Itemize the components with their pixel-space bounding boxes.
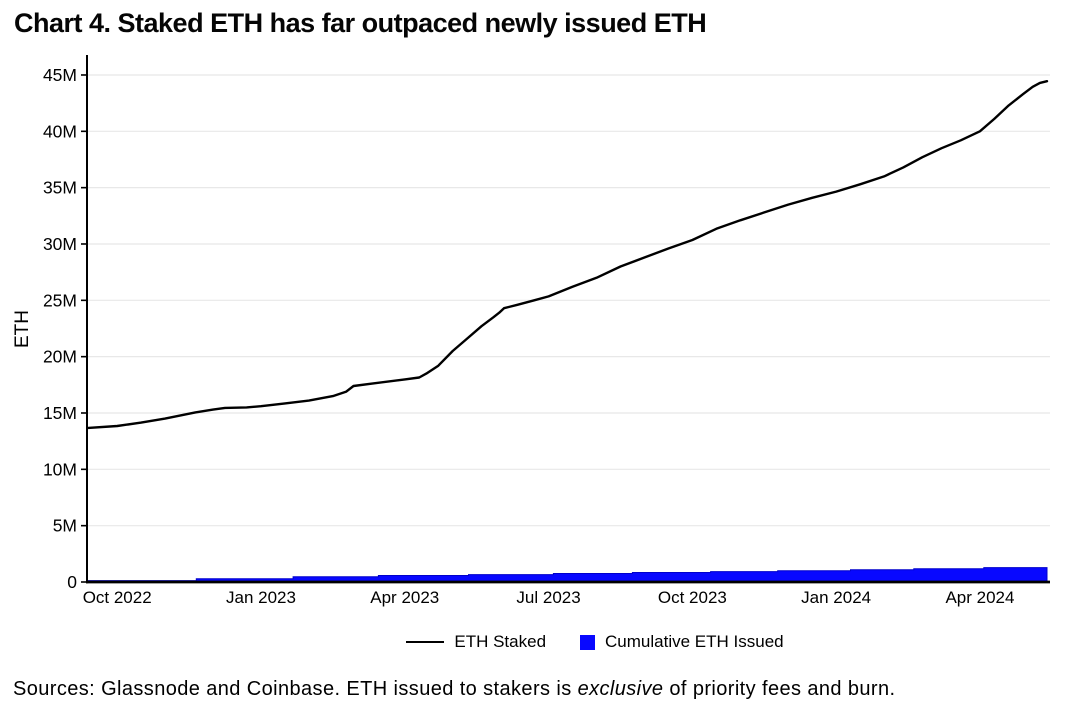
chart-legend: ETH Staked Cumulative ETH Issued <box>62 632 1066 652</box>
sources-text-italic: exclusive <box>577 678 664 700</box>
x-tick-label: Jan 2024 <box>801 588 871 607</box>
legend-item-cumulative-eth-issued: Cumulative ETH Issued <box>580 632 784 652</box>
y-tick-label: 35M <box>43 178 77 198</box>
legend-label-cumulative-eth-issued: Cumulative ETH Issued <box>605 632 784 651</box>
x-tick-label: Apr 2024 <box>945 588 1014 607</box>
eth-staked-line-swatch <box>406 641 445 643</box>
sources-note: Sources: Glassnode and Coinbase. ETH iss… <box>13 678 1059 701</box>
x-tick-label: Jan 2023 <box>226 588 296 607</box>
y-tick-label: 40M <box>43 121 77 141</box>
legend-label-eth-staked: ETH Staked <box>454 632 547 651</box>
legend-item-eth-staked: ETH Staked <box>406 632 546 652</box>
staked-eth-chart: 0 5M 10M 15M 20M 25M 30M 35M 40M 45M Oct 2022 Jan 2… <box>12 55 1050 607</box>
y-tick-label: 25M <box>43 290 77 310</box>
y-tick-label: 10M <box>43 459 77 479</box>
y-tick-label: 5M <box>53 516 77 536</box>
y-tick-label: 20M <box>43 347 77 367</box>
y-axis-title: ETH <box>12 310 33 348</box>
y-tick-label: 45M <box>43 65 77 85</box>
page-title: Chart 4. Staked ETH has far outpaced new… <box>14 8 707 38</box>
y-tick-label: 15M <box>43 403 77 423</box>
y-tick-label: 30M <box>43 234 77 254</box>
sources-text-suffix: of priority fees and burn. <box>663 678 896 700</box>
sources-text-prefix: Sources: Glassnode and Coinbase. ETH iss… <box>13 678 578 700</box>
cumulative-eth-issued-swatch <box>580 634 596 650</box>
y-tick-label: 0 <box>67 572 77 592</box>
x-tick-label: Oct 2023 <box>658 588 727 607</box>
cumulative-eth-issued-area <box>87 567 1048 583</box>
x-tick-label: Apr 2023 <box>370 588 439 607</box>
x-tick-label: Jul 2023 <box>516 588 580 607</box>
x-tick-label: Oct 2022 <box>83 588 152 607</box>
eth-staked-line <box>87 79 1049 430</box>
